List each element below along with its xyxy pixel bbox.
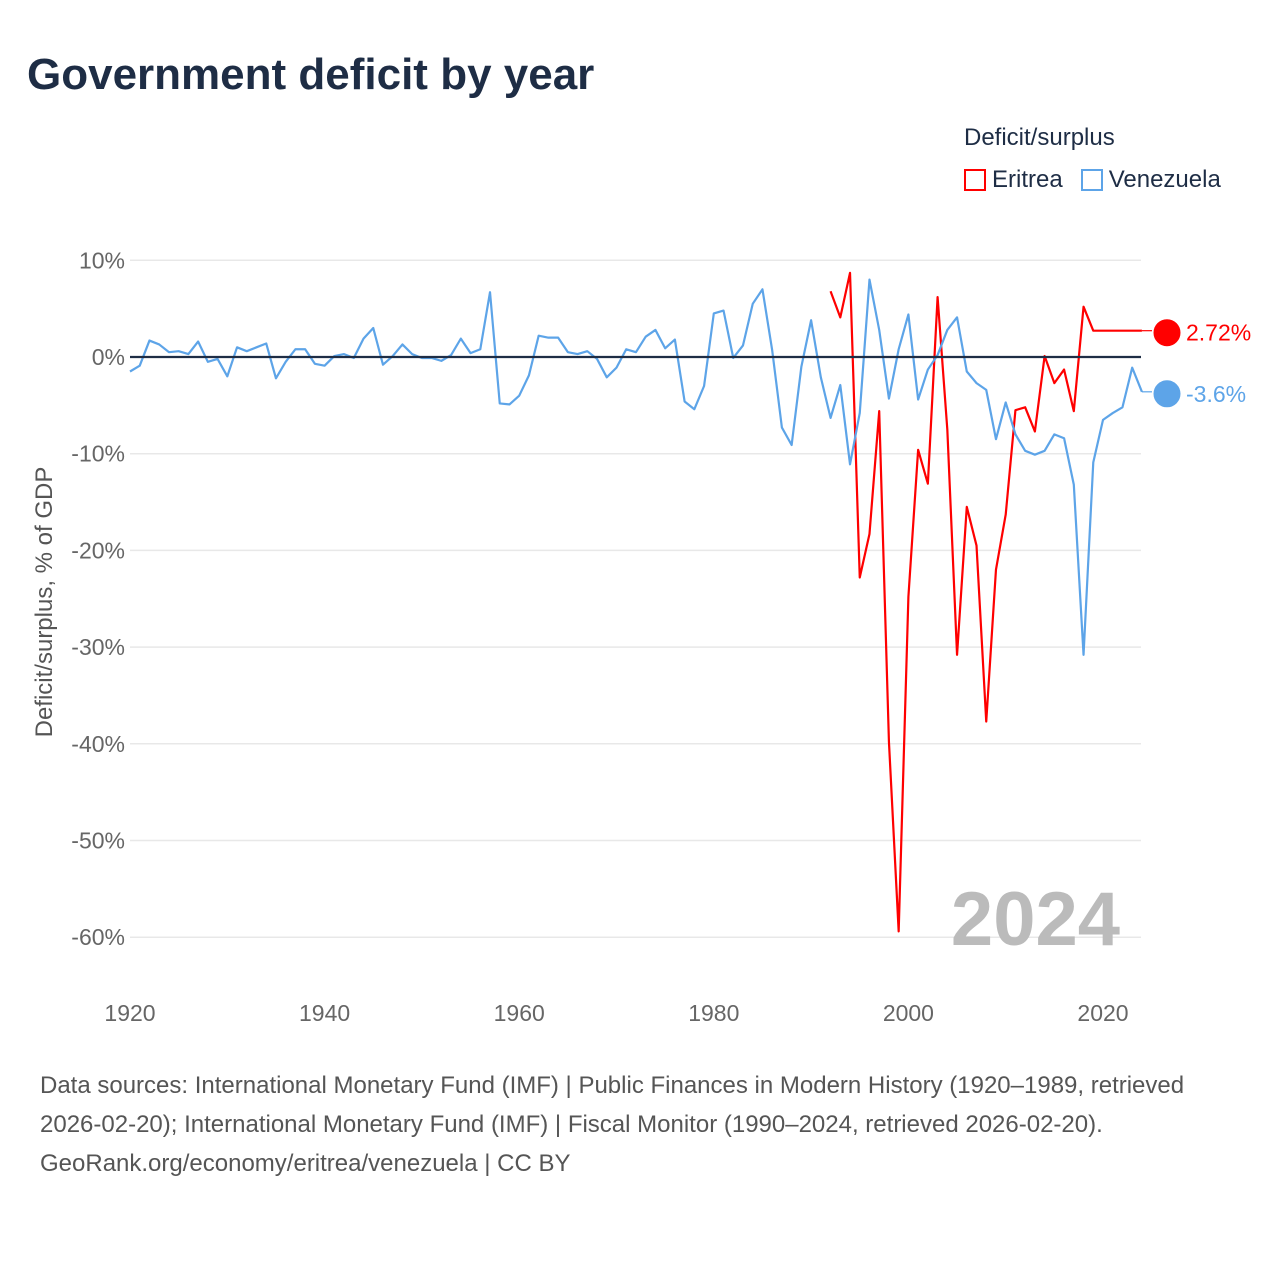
y-tick-label: -10%	[71, 441, 125, 467]
legend-label: Eritrea	[992, 166, 1063, 193]
y-tick-label: -30%	[71, 634, 125, 660]
y-tick-label: -60%	[71, 924, 125, 950]
x-tick-label: 1920	[104, 1000, 155, 1026]
y-tick-label: -50%	[71, 828, 125, 854]
source-link[interactable]: GeoRank.org/economy/eritrea/venezuela | …	[40, 1150, 571, 1177]
y-tick-label: -20%	[71, 537, 125, 563]
x-tick-label: 1980	[688, 1000, 739, 1026]
x-tick-label: 1940	[299, 1000, 350, 1026]
source-text: Data sources: International Monetary Fun…	[40, 1072, 1185, 1138]
legend-label: Venezuela	[1108, 166, 1221, 193]
x-tick-label: 1960	[494, 1000, 545, 1026]
chart-title: Government deficit by year	[27, 50, 595, 99]
source-note: Data sources: International Monetary Fun…	[40, 1066, 1240, 1183]
legend: Eritrea Venezuela	[964, 166, 1221, 194]
x-tick-label: 2000	[883, 1000, 934, 1026]
y-tick-label: 0%	[92, 344, 125, 370]
series-line-eritrea	[829, 271, 1142, 933]
end-label-venezuela: -3.6%	[1186, 381, 1246, 407]
legend-swatch-eritrea	[964, 169, 986, 191]
end-label-eritrea: 2.72%	[1186, 320, 1251, 346]
legend-swatch-venezuela	[1080, 169, 1103, 191]
year-watermark: 2024	[951, 877, 1120, 962]
flag-icon-eritrea	[1152, 318, 1182, 348]
legend-title: Deficit/surplus	[964, 124, 1115, 151]
legend-item-venezuela[interactable]: Venezuela	[1080, 166, 1221, 194]
flag-icon-venezuela	[1152, 379, 1182, 409]
series-line-venezuela	[129, 278, 1143, 656]
x-tick-label: 2020	[1077, 1000, 1128, 1026]
y-tick-label: -40%	[71, 731, 125, 757]
legend-item-eritrea[interactable]: Eritrea	[964, 166, 1063, 194]
y-axis-label: Deficit/surplus, % of GDP	[31, 467, 58, 738]
y-tick-label: 10%	[79, 247, 125, 273]
